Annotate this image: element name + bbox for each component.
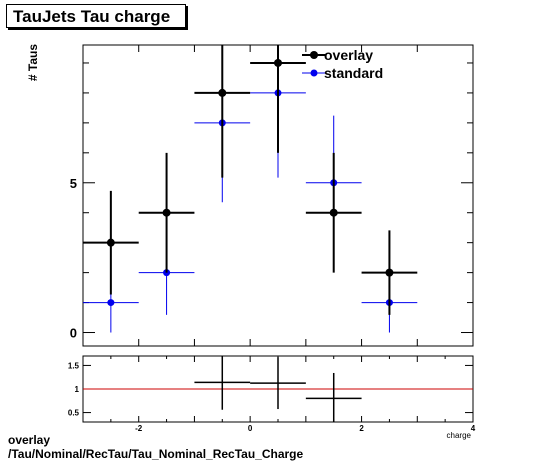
x-tick-label: -2 (135, 424, 143, 433)
footer-label: overlay (8, 433, 51, 447)
ratio-y-tick-label: 1.5 (68, 361, 80, 370)
ratio-y-tick-label: 0.5 (68, 409, 80, 418)
data-point (274, 58, 282, 67)
x-axis-label: charge (447, 431, 472, 440)
x-tick-label: 4 (471, 424, 476, 433)
data-point (385, 268, 394, 277)
y-tick-label: 0 (70, 326, 77, 341)
data-point (107, 299, 115, 307)
data-point (162, 208, 171, 217)
legend-label: overlay (324, 47, 373, 63)
x-tick-label: 2 (359, 424, 364, 433)
ratio-y-tick-label: 1 (75, 385, 80, 394)
x-tick-label: 0 (248, 424, 253, 433)
data-point (218, 88, 227, 97)
y-tick-label: 5 (70, 176, 77, 191)
y-axis-label: # Taus (26, 44, 40, 81)
chart-title: TauJets Tau charge (6, 4, 186, 28)
data-point (106, 238, 115, 247)
legend-marker (310, 51, 318, 59)
footer-path: /Tau/Nominal/RecTau/Tau_Nominal_RecTau_C… (8, 447, 304, 461)
legend-label: standard (324, 65, 383, 81)
data-point (329, 208, 338, 217)
legend-marker (310, 69, 318, 77)
